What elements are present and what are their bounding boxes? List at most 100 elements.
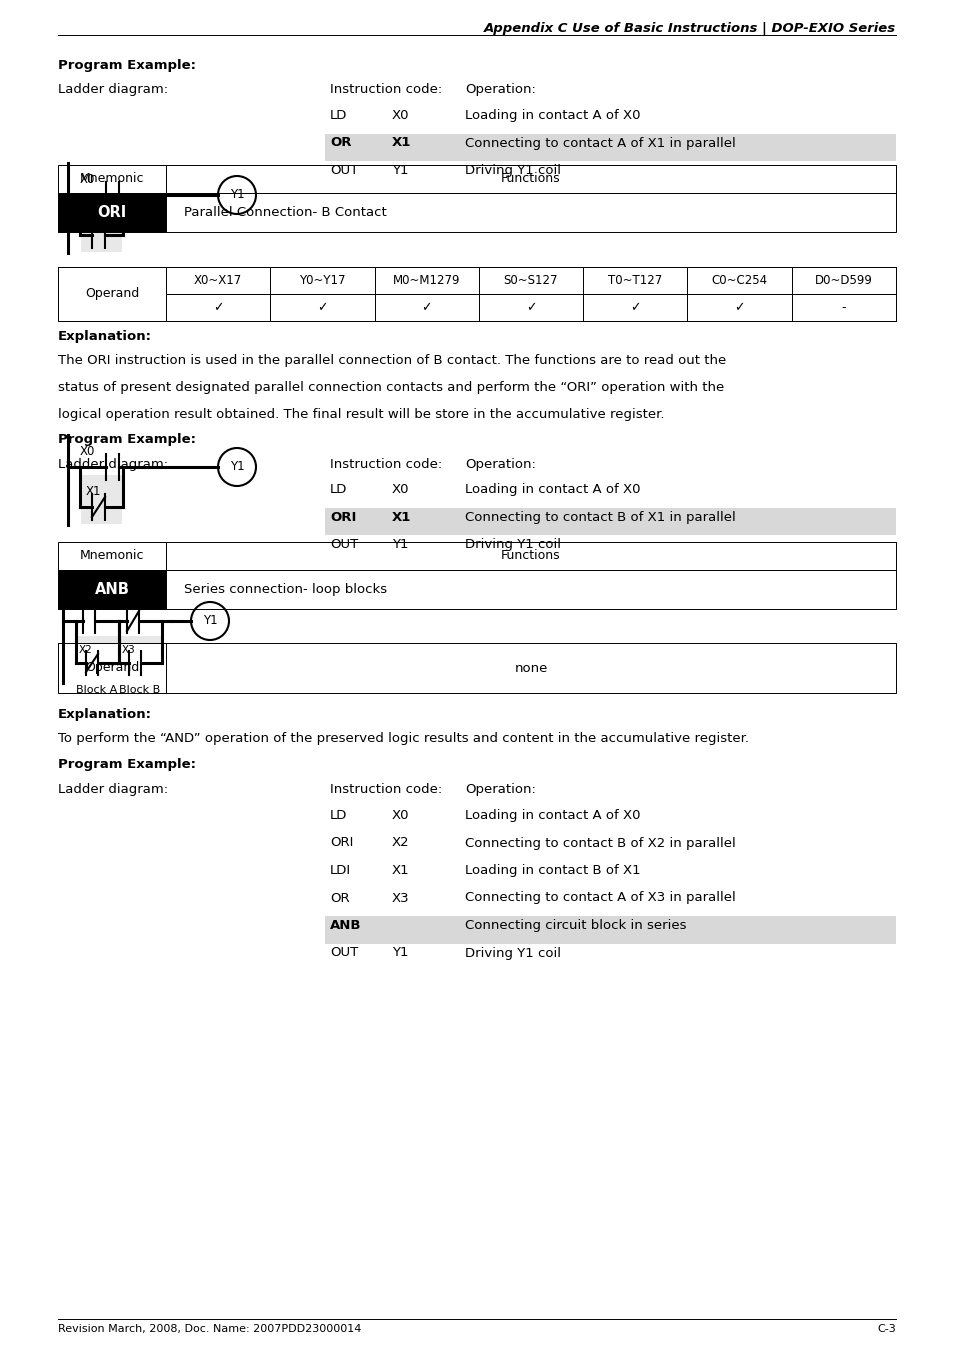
Text: X2: X2	[392, 836, 409, 850]
Text: OR: OR	[330, 892, 349, 905]
Text: D0~D599: D0~D599	[814, 274, 872, 286]
Text: C-3: C-3	[877, 1324, 895, 1333]
Text: ✓: ✓	[213, 301, 223, 313]
Bar	[58, 643, 166, 693]
Text: Y1: Y1	[230, 461, 244, 473]
Text: Driving Y1 coil: Driving Y1 coil	[464, 947, 560, 959]
Text: Mnemonic: Mnemonic	[80, 172, 144, 185]
Text: Loading in contact A of X0: Loading in contact A of X0	[464, 809, 639, 821]
Text: Driving Y1 coil: Driving Y1 coil	[464, 538, 560, 551]
Text: X1: X1	[392, 136, 411, 150]
Text: M0~M1279: M0~M1279	[393, 274, 460, 286]
Text: X0: X0	[392, 484, 409, 496]
Bar	[325, 508, 895, 535]
Text: ANB: ANB	[330, 919, 361, 932]
Text: Connecting to contact A of X3 in parallel: Connecting to contact A of X3 in paralle…	[464, 892, 735, 905]
Text: Revision March, 2008, Doc. Name: 2007PDD23000014: Revision March, 2008, Doc. Name: 2007PDD…	[58, 1324, 361, 1333]
Bar	[58, 643, 895, 693]
Text: ORI: ORI	[330, 511, 356, 523]
Text: Instruction code:: Instruction code:	[330, 784, 442, 796]
Bar	[791, 267, 895, 295]
Bar	[166, 542, 895, 570]
Bar	[478, 267, 582, 295]
Text: Series connection- loop blocks: Series connection- loop blocks	[184, 582, 387, 596]
Text: Ladder diagram:: Ladder diagram:	[58, 82, 168, 96]
Text: Y1: Y1	[392, 163, 408, 177]
Text: To perform the “AND” operation of the preserved logic results and content in the: To perform the “AND” operation of the pr…	[58, 732, 748, 744]
Text: X0: X0	[80, 173, 95, 186]
Text: Mnemonic: Mnemonic	[80, 550, 144, 562]
Text: X0: X0	[392, 109, 409, 122]
Text: none: none	[514, 662, 547, 674]
Bar	[77, 636, 118, 680]
Text: Functions: Functions	[500, 172, 560, 185]
Bar	[375, 267, 478, 295]
Text: X1: X1	[130, 603, 144, 612]
Text: Functions: Functions	[500, 550, 560, 562]
Text: The ORI instruction is used in the parallel connection of B contact. The functio: The ORI instruction is used in the paral…	[58, 354, 725, 367]
Bar	[58, 267, 166, 322]
Text: Loading in contact B of X1: Loading in contact B of X1	[464, 865, 640, 877]
Text: C0~C254: C0~C254	[711, 274, 767, 286]
Text: X1: X1	[86, 213, 101, 226]
Text: Operand: Operand	[85, 662, 139, 674]
Bar	[270, 267, 375, 295]
Text: X1: X1	[86, 485, 101, 499]
Text: Y1: Y1	[392, 538, 408, 551]
Text: Ladder diagram:: Ladder diagram:	[58, 458, 168, 471]
Text: Connecting to contact B of X1 in parallel: Connecting to contact B of X1 in paralle…	[464, 511, 735, 523]
Text: LD: LD	[330, 109, 347, 122]
Bar	[270, 295, 375, 322]
Text: Driving Y1 coil: Driving Y1 coil	[464, 163, 560, 177]
Bar	[478, 295, 582, 322]
Bar	[58, 193, 166, 231]
Text: X3: X3	[122, 644, 135, 655]
Text: Connecting to contact B of X2 in parallel: Connecting to contact B of X2 in paralle…	[464, 836, 735, 850]
Text: ORI: ORI	[330, 836, 353, 850]
Text: Operation:: Operation:	[464, 82, 536, 96]
Text: OUT: OUT	[330, 163, 358, 177]
Bar	[166, 193, 895, 231]
Text: ANB: ANB	[94, 582, 130, 597]
Bar	[120, 636, 161, 680]
Bar	[582, 295, 687, 322]
Text: Operand: Operand	[85, 288, 139, 300]
Text: OR: OR	[330, 136, 351, 150]
Text: Block B: Block B	[119, 685, 160, 694]
Text: Y1: Y1	[392, 947, 408, 959]
Bar	[166, 295, 270, 322]
Text: status of present designated parallel connection contacts and perform the “ORI” : status of present designated parallel co…	[58, 381, 723, 394]
Text: ✓: ✓	[525, 301, 536, 313]
Text: Connecting circuit block in series: Connecting circuit block in series	[464, 919, 686, 932]
Text: X0: X0	[80, 444, 95, 458]
Text: LD: LD	[330, 484, 347, 496]
Text: X3: X3	[392, 892, 409, 905]
Text: X0~X17: X0~X17	[193, 274, 242, 286]
Text: ✓: ✓	[734, 301, 744, 313]
Text: Y1: Y1	[202, 615, 217, 627]
Text: Appendix C Use of Basic Instructions | DOP-EXIO Series: Appendix C Use of Basic Instructions | D…	[483, 22, 895, 35]
Bar	[58, 570, 166, 608]
Text: X1: X1	[392, 511, 411, 523]
Bar	[81, 476, 122, 524]
Text: Ladder diagram:: Ladder diagram:	[58, 784, 168, 796]
Bar	[325, 134, 895, 161]
Text: ✓: ✓	[421, 301, 432, 313]
Text: OUT: OUT	[330, 947, 358, 959]
Bar	[166, 570, 895, 608]
Bar	[687, 267, 791, 295]
Text: LD: LD	[330, 809, 347, 821]
Bar	[166, 267, 270, 295]
Bar	[687, 295, 791, 322]
Text: Program Example:: Program Example:	[58, 758, 195, 771]
Text: S0~S127: S0~S127	[503, 274, 558, 286]
Text: Operation:: Operation:	[464, 784, 536, 796]
Text: ANB: ANB	[101, 603, 123, 612]
Text: Explanation:: Explanation:	[58, 708, 152, 721]
Text: T0~T127: T0~T127	[607, 274, 661, 286]
Bar	[582, 267, 687, 295]
Bar	[325, 916, 895, 943]
Text: Connecting to contact A of X1 in parallel: Connecting to contact A of X1 in paralle…	[464, 136, 735, 150]
Text: LDI: LDI	[330, 865, 351, 877]
Text: X0: X0	[68, 603, 82, 612]
